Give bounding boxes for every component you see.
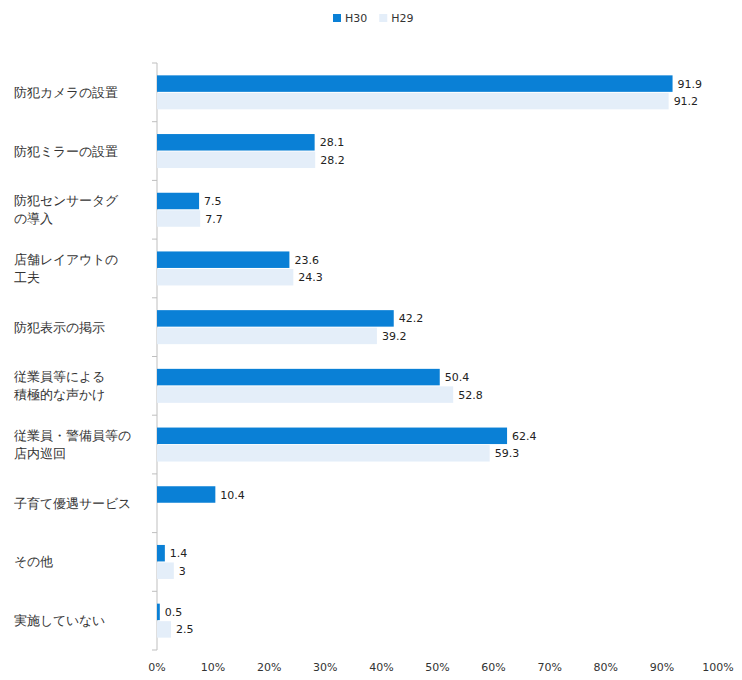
category-labels: 防犯カメラの設置防犯ミラーの設置防犯センサータグの導入店舗レイアウトの工夫防犯表… [14,85,131,628]
x-tick-label: 20% [257,661,281,674]
bar [157,328,377,345]
band-tick [152,532,157,533]
bar [157,545,165,562]
band-tick [152,121,157,122]
data-label: 10.4 [220,489,245,502]
data-label: 3 [179,565,186,578]
data-label: 0.5 [165,606,183,619]
legend: H30 H29 [333,12,414,25]
x-tick-label: 60% [481,661,505,674]
bar [157,93,669,110]
data-label: 28.1 [320,136,345,149]
category-label-line: 店舗レイアウトの [14,252,118,267]
bar [157,562,174,579]
bar [157,604,160,621]
category-label-line: 工夫 [14,270,40,285]
legend-swatch [333,14,341,22]
data-label: 52.8 [458,389,483,402]
band-tick [152,415,157,416]
data-label: 50.4 [445,371,470,384]
bar [157,310,394,327]
data-label: 7.7 [205,213,223,226]
x-tick-label: 10% [201,661,225,674]
data-labels: 91.9 28.1 7.5 23.6 42.2 50.4 62.4 10.4 1.4 0.5 91.… [165,78,702,637]
band-tick [152,239,157,240]
category-label: その他 [14,554,53,569]
band-tick [152,180,157,181]
data-label: 39.2 [382,330,407,343]
x-tick-label: 50% [425,661,449,674]
chart: H30H29防犯カメラの設置防犯ミラーの設置防犯センサータグの導入店舗レイアウト… [0,0,742,680]
data-label: 7.5 [204,195,222,208]
y-axis [152,63,157,650]
bar [157,210,200,227]
data-label: 2.5 [176,623,194,636]
category-label-line: 防犯表示の掲示 [14,320,105,335]
bar [157,486,215,503]
bar [157,251,289,268]
x-tick-label: 30% [313,661,337,674]
category-label-line: 積極的な声かけ [14,387,105,402]
bar [157,369,440,386]
x-tick-label: 80% [594,661,618,674]
category-label-line: 従業員等による [14,369,105,384]
category-label-line: 従業員・警備員等の [14,428,131,443]
category-label-line: 店内巡回 [14,446,66,461]
legend-label: H29 [391,12,413,25]
band-tick [152,591,157,592]
data-label: 59.3 [495,447,519,460]
bar [157,445,490,462]
category-label-line: 防犯カメラの設置 [14,85,118,100]
band-tick [152,473,157,474]
bar [157,621,171,638]
data-label: 91.2 [674,95,699,108]
bar [157,75,673,92]
category-label: 店舗レイアウトの工夫 [14,252,118,285]
bar [157,269,293,286]
category-label: 従業員・警備員等の店内巡回 [14,428,131,461]
data-label: 1.4 [170,547,188,560]
category-label-line: その他 [14,554,53,569]
category-label: 子育て優遇サービス [14,496,131,511]
bar [157,428,507,445]
band-tick [152,356,157,357]
category-label: 防犯ミラーの設置 [14,144,118,159]
legend-swatch [379,14,387,22]
x-tick-label: 90% [650,661,674,674]
category-label-line: の導入 [14,211,53,226]
x-axis: 0% 10% 20% 30% 40% 50% 60% 70% 80% 90% 100% [148,661,733,674]
legend-label: H30 [345,12,367,25]
bars [157,75,673,637]
data-label: 62.4 [512,430,537,443]
bar [157,152,315,169]
category-label-line: 防犯センサータグ [14,193,119,208]
data-label: 23.6 [294,254,319,267]
category-label-line: 実施していない [14,613,105,628]
data-label: 91.9 [678,78,703,91]
bar [157,386,453,403]
category-label-line: 防犯ミラーの設置 [14,144,118,159]
x-tick-label: 100% [702,661,733,674]
category-label: 従業員等による積極的な声かけ [14,369,105,402]
band-tick [152,650,157,651]
category-label: 実施していない [14,613,105,628]
bar [157,134,315,151]
category-label: 防犯表示の掲示 [14,320,105,335]
x-tick-label: 40% [369,661,393,674]
data-label: 28.2 [320,154,345,167]
category-label: 防犯センサータグの導入 [14,193,119,226]
x-tick-label: 0% [148,661,165,674]
x-tick-label: 70% [537,661,561,674]
band-tick [152,297,157,298]
data-label: 42.2 [399,312,424,325]
category-label-line: 子育て優遇サービス [14,496,131,511]
data-label: 24.3 [298,271,323,284]
bar [157,193,199,210]
band-tick [152,63,157,64]
category-label: 防犯カメラの設置 [14,85,118,100]
